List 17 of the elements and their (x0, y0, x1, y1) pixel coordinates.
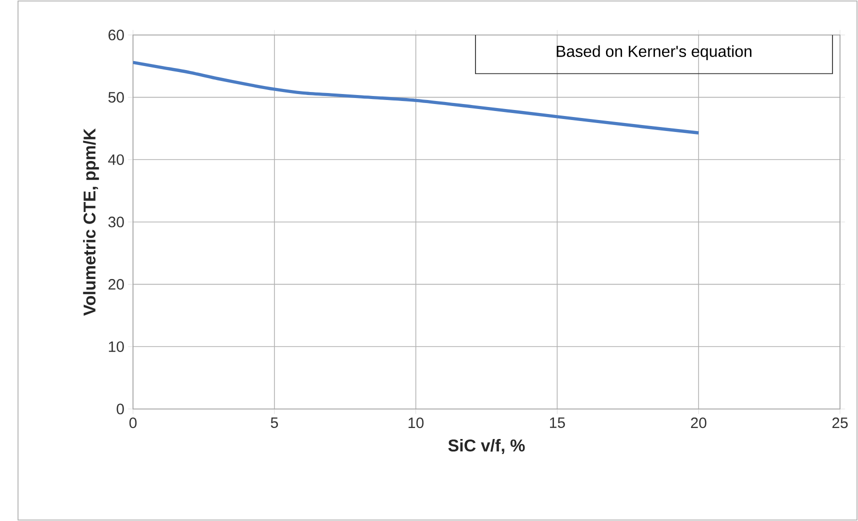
x-tick-label: 0 (129, 418, 137, 428)
annotation: Based on Kerner's equation (556, 45, 752, 60)
y-tick-label: 60 (108, 30, 124, 40)
y-axis-title: Volumetric CTE, ppm/K (83, 128, 99, 316)
x-tick-label: 20 (691, 418, 706, 428)
y-tick-label: 20 (108, 279, 124, 290)
y-tick-label: 40 (108, 154, 124, 165)
y-tick-label: 30 (108, 216, 124, 228)
y-tick-label: 0 (116, 404, 124, 414)
x-axis-title: SiC v/f, % (448, 439, 525, 454)
x-tick-label: 25 (832, 418, 848, 428)
x-tick-label: 15 (550, 418, 565, 428)
line-series (133, 60, 700, 134)
x-tick-label: 5 (270, 418, 278, 428)
y-tick-label: 10 (108, 341, 124, 352)
y-tick-label: 50 (108, 92, 124, 103)
x-tick-label: 10 (408, 418, 424, 428)
